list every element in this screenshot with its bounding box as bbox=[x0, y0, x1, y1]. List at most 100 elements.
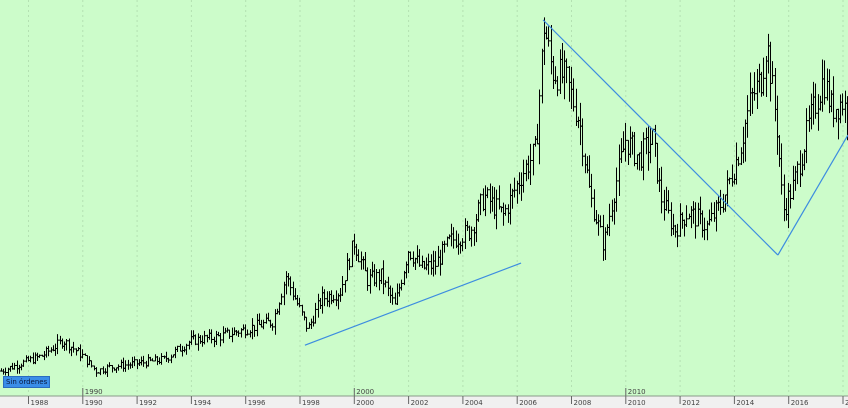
ohlc-bar bbox=[75, 348, 78, 356]
ohlc-bar bbox=[837, 108, 840, 140]
ohlc-bar bbox=[124, 360, 127, 372]
ohlc-bar bbox=[495, 189, 498, 230]
ohlc-bar bbox=[120, 359, 123, 369]
ohlc-bar bbox=[660, 166, 663, 214]
ohlc-bar bbox=[260, 319, 263, 328]
ohlc-bar bbox=[145, 360, 148, 369]
ohlc-bar bbox=[486, 187, 489, 199]
ohlc-bar bbox=[409, 251, 412, 261]
ohlc-bar bbox=[56, 334, 59, 355]
ohlc-bar bbox=[541, 48, 544, 104]
ohlc-bar bbox=[219, 332, 222, 347]
ohlc-bar bbox=[244, 324, 247, 339]
ohlc-bar bbox=[599, 215, 602, 228]
ohlc-bar bbox=[450, 223, 453, 247]
ohlc-bar bbox=[525, 159, 528, 182]
ohlc-bar bbox=[647, 126, 650, 171]
ohlc-bar bbox=[513, 177, 516, 198]
ohlc-bar bbox=[536, 123, 539, 145]
ohlc-bar bbox=[308, 322, 311, 329]
ohlc-bar bbox=[692, 201, 695, 224]
ohlc-bar bbox=[228, 329, 231, 339]
ohlc-bar bbox=[416, 245, 419, 264]
ohlc-bar bbox=[814, 83, 817, 119]
ohlc-bar bbox=[581, 118, 584, 167]
ohlc-bar bbox=[751, 87, 754, 114]
ohlc-bar bbox=[351, 240, 354, 268]
ohlc-bar bbox=[656, 142, 659, 184]
ohlc-bar bbox=[70, 346, 73, 357]
x-tick-label: 2008 bbox=[574, 399, 592, 407]
ohlc-bar bbox=[312, 315, 315, 327]
ohlc-bar bbox=[439, 249, 442, 276]
ohlc-bar bbox=[624, 122, 627, 162]
x-tick-label: 1994 bbox=[193, 399, 211, 407]
ohlc-bar bbox=[584, 153, 587, 174]
ohlc-bar bbox=[22, 359, 25, 367]
ohlc-bar bbox=[443, 240, 446, 253]
ohlc-bar bbox=[353, 233, 356, 255]
ohlc-bar bbox=[425, 257, 428, 271]
ohlc-bar bbox=[151, 358, 154, 362]
ohlc-bar bbox=[466, 220, 469, 231]
ohlc-bar bbox=[529, 143, 532, 185]
ohlc-bar bbox=[274, 309, 277, 335]
ohlc-bar bbox=[694, 202, 697, 239]
ohlc-bar bbox=[522, 159, 525, 193]
ohlc-bar bbox=[685, 205, 688, 228]
ohlc-bar bbox=[16, 360, 19, 374]
ohlc-bar bbox=[620, 138, 623, 164]
ohlc-bar bbox=[199, 334, 202, 344]
ohlc-bar bbox=[375, 268, 378, 288]
ohlc-bar bbox=[568, 65, 571, 102]
ohlc-bar bbox=[328, 291, 331, 308]
x-tick-label: 2004 bbox=[465, 399, 483, 407]
ohlc-bar bbox=[534, 136, 537, 147]
ohlc-bar bbox=[197, 333, 200, 351]
ohlc-bar bbox=[823, 60, 826, 105]
ohlc-bar bbox=[256, 313, 259, 337]
ohlc-bar bbox=[68, 338, 71, 354]
x-tick-label: 2016 bbox=[791, 399, 809, 407]
ohlc-bar bbox=[133, 356, 136, 367]
ohlc-bar bbox=[835, 108, 838, 123]
ohlc-bar bbox=[758, 63, 761, 93]
ohlc-bar bbox=[38, 354, 41, 358]
ohlc-bar bbox=[509, 183, 512, 225]
x-tick-label: 2012 bbox=[682, 399, 700, 407]
ohlc-bar bbox=[518, 172, 521, 195]
ohlc-bar bbox=[323, 289, 326, 307]
ohlc-bar bbox=[461, 238, 464, 252]
ohlc-bar bbox=[649, 126, 652, 164]
ohlc-bar bbox=[93, 365, 96, 371]
ohlc-bar bbox=[208, 329, 211, 340]
ohlc-bar bbox=[289, 276, 292, 296]
ohlc-bar bbox=[203, 330, 206, 345]
ohlc-bar bbox=[810, 93, 813, 130]
ohlc-bar bbox=[645, 127, 648, 155]
ohlc-bar bbox=[194, 334, 197, 346]
ohlc-bar bbox=[799, 150, 802, 188]
ohlc-bar bbox=[400, 279, 403, 291]
ohlc-bar bbox=[122, 357, 125, 372]
ohlc-bar bbox=[787, 182, 790, 229]
ohlc-bar bbox=[382, 260, 385, 295]
ohlc-bar bbox=[54, 343, 57, 356]
ohlc-bar bbox=[640, 141, 643, 171]
ohlc-bar bbox=[63, 341, 66, 351]
ohlc-bar bbox=[190, 330, 193, 345]
ohlc-bar bbox=[710, 202, 713, 222]
ohlc-bar bbox=[86, 355, 89, 368]
ohlc-bar bbox=[298, 297, 301, 308]
ohlc-bar bbox=[665, 186, 668, 211]
ohlc-bar bbox=[559, 49, 562, 95]
trendline bbox=[777, 134, 848, 256]
decade-marker-label: 1990 bbox=[85, 388, 103, 396]
ohlc-bar bbox=[832, 76, 835, 128]
x-tick-label: 2002 bbox=[411, 399, 429, 407]
ohlc-bar bbox=[552, 56, 555, 89]
ohlc-bar bbox=[246, 329, 249, 336]
ohlc-bar bbox=[470, 226, 473, 247]
ohlc-bar bbox=[262, 319, 265, 330]
